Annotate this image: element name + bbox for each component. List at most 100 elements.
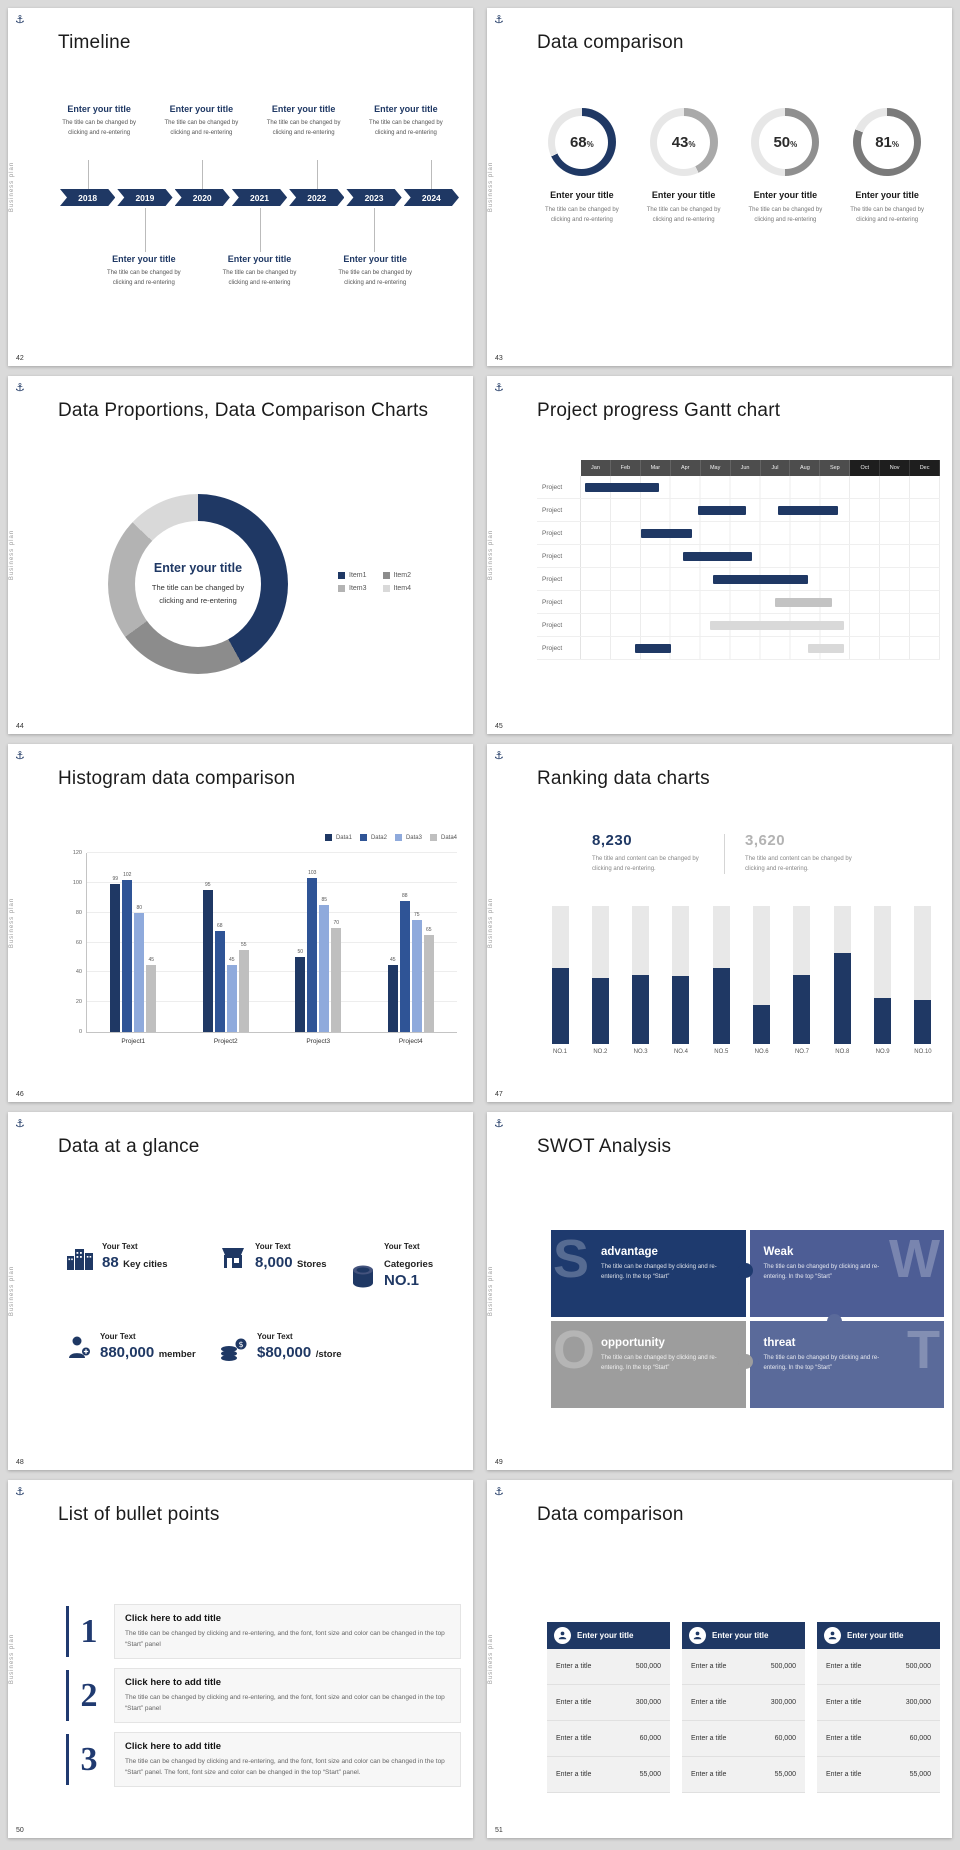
bar-value-label: 102 bbox=[123, 871, 132, 878]
slide-number: 48 bbox=[16, 1459, 24, 1466]
gantt-month-header: Sep bbox=[820, 460, 851, 476]
data-row-label: Enter a title bbox=[691, 1771, 727, 1778]
stat-caption: The title and content can be changed by … bbox=[592, 856, 699, 873]
timeline-entry: Enter your title The title can be changed… bbox=[253, 104, 355, 138]
slide-title: Data Proportions, Data Comparison Charts bbox=[58, 400, 429, 421]
business-plan-vertical-label: Business plan bbox=[488, 1265, 494, 1317]
legend-item: Item3 bbox=[338, 585, 367, 592]
stat-item-stores: Your Text 8,000 Stores bbox=[219, 1242, 327, 1272]
stat-prefix: Your Text bbox=[100, 1332, 136, 1341]
swot-title: advantage bbox=[601, 1246, 658, 1258]
slide-44-donut-chart[interactable]: ⚓ Business plan Data Proportions, Data C… bbox=[8, 376, 473, 734]
data-row-value: 60,000 bbox=[774, 1735, 796, 1742]
ranking-track bbox=[753, 906, 771, 1044]
slide-45-gantt[interactable]: ⚓ Business plan Project progress Gantt c… bbox=[487, 376, 952, 734]
bar-group: 50 103 85 70 Project3 bbox=[295, 853, 342, 1045]
anchor-logo-icon: ⚓ bbox=[15, 13, 25, 26]
timeline-entry-caption: The title can be changed by clicking and… bbox=[164, 120, 239, 137]
gantt-month-header: Jul bbox=[760, 460, 791, 476]
gantt-row: Project bbox=[537, 522, 940, 545]
legend-swatch bbox=[382, 585, 390, 592]
ranking-label: NO.1 bbox=[552, 1049, 567, 1055]
x-axis-category-label: Project3 bbox=[306, 1038, 331, 1045]
slide-number: 47 bbox=[495, 1091, 503, 1098]
swot-caption: The title can be changed by clicking and… bbox=[763, 1355, 880, 1372]
timeline-year-chevron: 2022 bbox=[289, 189, 344, 206]
bar-value-label: 65 bbox=[425, 927, 432, 934]
ranking-track bbox=[874, 906, 892, 1044]
data-row: Enter a title 60,000 bbox=[682, 1721, 805, 1757]
bar-value-label: 70 bbox=[333, 919, 340, 926]
ranking-label: NO.7 bbox=[794, 1049, 809, 1055]
data-row-label: Enter a title bbox=[556, 1771, 592, 1778]
slide-number: 50 bbox=[16, 1827, 24, 1834]
ranking-column: NO.2 bbox=[587, 906, 613, 1055]
slide-48-data-at-a-glance[interactable]: ⚓ Business plan Data at a glance Your Te… bbox=[8, 1112, 473, 1470]
gantt-month-header: Dec bbox=[910, 460, 941, 476]
gantt-month-header: Feb bbox=[610, 460, 641, 476]
gantt-month-header: Jun bbox=[730, 460, 761, 476]
ranking-column: NO.1 bbox=[547, 906, 573, 1055]
legend-label: Item1 bbox=[349, 572, 367, 579]
gantt-month-header: Apr bbox=[670, 460, 701, 476]
gantt-row: Project bbox=[537, 545, 940, 568]
donut-center-caption: The title can be changed by clicking and… bbox=[151, 582, 245, 606]
gantt-corner-cell bbox=[537, 460, 581, 476]
connector-line bbox=[373, 208, 375, 252]
gridline bbox=[87, 1001, 457, 1003]
data-row-label: Enter a title bbox=[826, 1663, 862, 1670]
ranking-fill bbox=[793, 975, 811, 1044]
data-row-value: 500,000 bbox=[635, 1663, 661, 1670]
slide-49-swot[interactable]: ⚓ Business plan SWOT Analysis S advantag… bbox=[487, 1112, 952, 1470]
bar-value-label: 55 bbox=[240, 941, 247, 948]
bullet-caption: The title can be changed by clicking and… bbox=[125, 1694, 445, 1713]
ranking-fill bbox=[632, 975, 650, 1044]
slide-42-timeline[interactable]: ⚓ Business plan Timeline Enter your titl… bbox=[8, 8, 473, 366]
gantt-bar bbox=[634, 644, 671, 653]
gantt-month-header: Nov bbox=[880, 460, 911, 476]
timeline-entry: Enter your title The title can be changed… bbox=[86, 254, 202, 288]
bar-value-label: 75 bbox=[413, 912, 420, 919]
stat-prefix: Your Text bbox=[384, 1242, 420, 1251]
data-row-value: 300,000 bbox=[770, 1699, 796, 1706]
ring-percent-number: 68 bbox=[569, 133, 587, 151]
data-row: Enter a title 60,000 bbox=[817, 1721, 940, 1757]
legend-item: Data3 bbox=[394, 834, 422, 841]
timeline-entry-caption: The title can be changed by clicking and… bbox=[338, 270, 413, 287]
gantt-row-label: Project bbox=[537, 545, 581, 567]
timeline-entry-caption: The title can be changed by clicking and… bbox=[266, 120, 341, 137]
timeline-top-entries: Enter your title The title can be changed… bbox=[48, 104, 457, 138]
ranking-stat-secondary: 3,620 The title and content can be chang… bbox=[745, 832, 857, 874]
data-row: Enter a title 300,000 bbox=[817, 1685, 940, 1721]
bar: 45 bbox=[387, 957, 398, 1032]
slide-51-data-comparison-tables[interactable]: ⚓ Business plan Data comparison Enter yo… bbox=[487, 1480, 952, 1838]
data-row: Enter a title 300,000 bbox=[682, 1685, 805, 1721]
stat-prefix: Your Text bbox=[255, 1242, 291, 1251]
stat-item-key-cities: Your Text 88 Key cities bbox=[66, 1242, 168, 1272]
gantt-row-cells bbox=[581, 545, 940, 567]
slide-number: 49 bbox=[495, 1459, 503, 1466]
timeline-year-chevron: 2021 bbox=[232, 189, 287, 206]
slide-number: 44 bbox=[16, 723, 24, 730]
ranking-track bbox=[793, 906, 811, 1044]
timeline-entry: Enter your title The title can be changed… bbox=[317, 254, 433, 288]
stat-caption: The title can be changed by clicking and… bbox=[646, 207, 721, 224]
gantt-month-header: Aug bbox=[790, 460, 821, 476]
ranking-column: NO.5 bbox=[708, 906, 734, 1055]
legend-swatch bbox=[338, 572, 345, 579]
connector-line bbox=[430, 160, 432, 189]
slide-46-histogram[interactable]: ⚓ Business plan Histogram data compariso… bbox=[8, 744, 473, 1102]
stat-number: $80,000 bbox=[257, 1344, 312, 1361]
ranking-column: NO.10 bbox=[910, 906, 936, 1055]
gantt-row-cells bbox=[581, 522, 940, 544]
swot-caption: The title can be changed by clicking and… bbox=[601, 1264, 717, 1281]
ranking-fill bbox=[753, 1005, 771, 1044]
slide-47-ranking[interactable]: ⚓ Business plan Ranking data charts 8,23… bbox=[487, 744, 952, 1102]
data-row-value: 500,000 bbox=[905, 1663, 931, 1670]
ranking-track bbox=[551, 906, 569, 1044]
bar: 75 bbox=[411, 912, 422, 1032]
data-row-label: Enter a title bbox=[556, 1663, 592, 1670]
connector-line bbox=[88, 160, 90, 189]
slide-43-data-comparison[interactable]: ⚓ Business plan Data comparison 68% Enter… bbox=[487, 8, 952, 366]
